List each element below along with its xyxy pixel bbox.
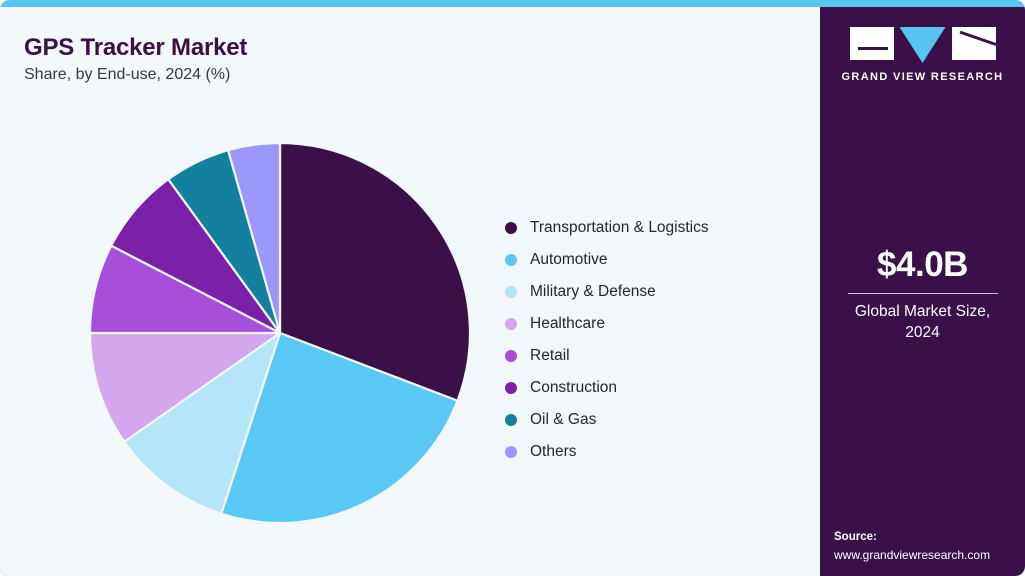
page-subtitle: Share, by End-use, 2024 (%)	[24, 66, 231, 83]
stat-value: $4.0B	[877, 245, 968, 284]
page-title: GPS Tracker Market	[24, 34, 248, 61]
legend-label: Oil & Gas	[530, 411, 597, 428]
chart-legend: Transportation & Logistics Automotive Mili…	[505, 212, 805, 468]
stat-caption: Global Market Size, 2024	[854, 302, 991, 341]
pie-chart-svg	[88, 141, 472, 525]
legend-swatch-icon	[505, 382, 517, 394]
legend-label: Military & Defense	[530, 283, 656, 300]
legend-swatch-icon	[505, 254, 517, 266]
legend-swatch-icon	[505, 414, 517, 426]
top-accent-bar	[0, 0, 1025, 7]
legend-item: Healthcare	[505, 308, 805, 340]
legend-item: Military & Defense	[505, 276, 805, 308]
stat-divider	[847, 292, 998, 294]
legend-label: Construction	[530, 379, 618, 396]
legend-label: Transportation & Logistics	[530, 219, 709, 236]
legend-item: Retail	[505, 340, 805, 372]
pie-slice	[123, 331, 282, 515]
pie-slice	[227, 141, 282, 335]
market-size-stat: $4.0B Global Market Size, 2024	[820, 245, 1025, 344]
legend-label: Retail	[530, 347, 570, 364]
legend-label: Automotive	[530, 251, 608, 268]
pie-chart	[88, 141, 472, 525]
legend-item: Automotive	[505, 244, 805, 276]
chart-pane: GPS Tracker Market Share, by End-use, 20…	[0, 7, 820, 576]
logo-r-icon	[951, 27, 996, 60]
legend-item: Oil & Gas	[505, 404, 805, 436]
logo-g-icon	[849, 27, 894, 60]
source-label: Source:	[834, 531, 877, 544]
legend-item: Transportation & Logistics	[505, 212, 805, 244]
logo-marks	[849, 27, 996, 63]
legend-label: Others	[530, 443, 577, 460]
legend-swatch-icon	[505, 350, 517, 362]
brand-panel: GRAND VIEW RESEARCH $4.0B Global Market …	[820, 7, 1025, 576]
legend-item: Construction	[505, 372, 805, 404]
logo: GRAND VIEW RESEARCH	[820, 27, 1025, 83]
pie-slice	[88, 331, 282, 443]
legend-swatch-icon	[505, 318, 517, 330]
legend-swatch-icon	[505, 222, 517, 234]
legend-item: Others	[505, 436, 805, 468]
source-footer: Source: www.grandviewresearch.com	[834, 529, 1024, 564]
pie-slice	[220, 331, 459, 525]
pie-slice-group	[88, 141, 472, 525]
legend-label: Healthcare	[530, 315, 605, 332]
source-url: www.grandviewresearch.com	[834, 547, 991, 562]
legend-swatch-icon	[505, 446, 517, 458]
logo-v-triangle-icon	[899, 27, 946, 63]
legend-swatch-icon	[505, 286, 517, 298]
pie-slice	[278, 141, 472, 402]
logo-wordmark: GRAND VIEW RESEARCH	[841, 71, 1004, 83]
